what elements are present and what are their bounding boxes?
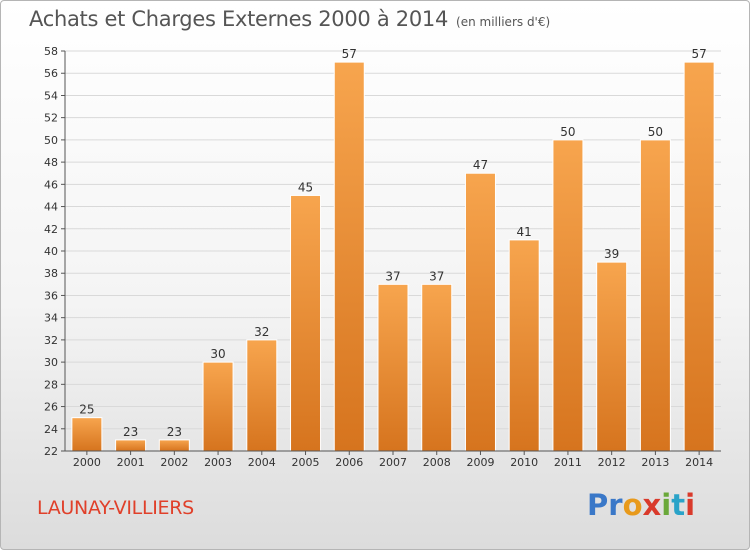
y-tick-label: 48 xyxy=(44,156,58,169)
y-tick-label: 52 xyxy=(44,112,58,125)
x-tick-label: 2013 xyxy=(641,456,669,469)
y-tick-label: 44 xyxy=(44,201,58,214)
y-tick-label: 24 xyxy=(44,423,58,436)
logo-letter: x xyxy=(642,488,662,522)
logo-letter: P xyxy=(587,488,609,522)
bar xyxy=(639,139,671,452)
title-text: Achats et Charges Externes 2000 à 2014 xyxy=(29,7,449,31)
y-tick-label: 28 xyxy=(44,378,58,391)
bar xyxy=(508,239,540,452)
axes: 22 24 26 28 30 32 34 36 38 40 42 44 46 48 50 52 54 56 58 20… xyxy=(44,45,721,469)
bar-value-label: 57 xyxy=(342,47,357,61)
x-tick-label: 2007 xyxy=(379,456,407,469)
y-tick-label: 54 xyxy=(44,89,58,102)
x-tick-label: 2004 xyxy=(248,456,276,469)
bar-value-label: 50 xyxy=(560,125,575,139)
commune-name: LAUNAY-VILLIERS xyxy=(37,497,194,519)
bar-value-label: 23 xyxy=(167,425,182,439)
bar-value-label: 57 xyxy=(691,47,706,61)
x-tick-label: 2014 xyxy=(685,456,713,469)
bar-value-label: 25 xyxy=(79,403,94,417)
y-tick-label: 56 xyxy=(44,67,58,80)
y-tick-label: 36 xyxy=(44,289,58,302)
bar-value-label: 50 xyxy=(648,125,663,139)
bar xyxy=(421,283,453,452)
proxiti-logo: Proxiti xyxy=(587,488,695,522)
x-tick-label: 2000 xyxy=(73,456,101,469)
y-tick-label: 58 xyxy=(44,45,58,58)
bar-value-label: 41 xyxy=(517,225,532,239)
x-tick-label: 2003 xyxy=(204,456,232,469)
x-tick-label: 2008 xyxy=(423,456,451,469)
x-tick-label: 2010 xyxy=(510,456,538,469)
y-tick-label: 38 xyxy=(44,267,58,280)
title-unit: (en milliers d'€) xyxy=(456,15,551,29)
y-tick-label: 46 xyxy=(44,178,58,191)
logo-letter: r xyxy=(608,488,623,522)
bar xyxy=(202,361,234,452)
y-tick-label: 42 xyxy=(44,223,58,236)
logo-letter: t xyxy=(671,488,686,522)
bar xyxy=(596,261,628,452)
x-tick-label: 2009 xyxy=(466,456,494,469)
y-tick-label: 30 xyxy=(44,356,58,369)
bar xyxy=(290,194,322,452)
logo-letter: o xyxy=(622,488,643,522)
bar xyxy=(333,61,365,452)
x-tick-label: 2002 xyxy=(160,456,188,469)
bar-value-label: 32 xyxy=(254,325,269,339)
chart-title: Achats et Charges Externes 2000 à 2014 (e… xyxy=(29,7,550,31)
bar xyxy=(377,283,409,452)
bar-value-label: 47 xyxy=(473,158,488,172)
bar-value-label: 23 xyxy=(123,425,138,439)
bar-value-label: 37 xyxy=(429,269,444,283)
bar xyxy=(71,417,103,452)
y-tick-label: 50 xyxy=(44,134,58,147)
y-tick-label: 32 xyxy=(44,334,58,347)
bar-value-label: 30 xyxy=(210,347,225,361)
x-tick-label: 2001 xyxy=(117,456,145,469)
y-tick-label: 22 xyxy=(44,445,58,458)
bar-value-label: 45 xyxy=(298,180,313,194)
bar-value-label: 39 xyxy=(604,247,619,261)
y-tick-label: 26 xyxy=(44,401,58,414)
logo-letter: i xyxy=(685,488,696,522)
bar xyxy=(115,439,147,452)
x-tick-label: 2005 xyxy=(292,456,320,469)
bar xyxy=(683,61,715,452)
bar xyxy=(552,139,584,452)
bar xyxy=(158,439,190,452)
y-tick-label: 40 xyxy=(44,245,58,258)
bars: 25 23 23 30 32 45 57 37 37 47 41 50 39 50 57 xyxy=(71,47,715,452)
logo-letter: i xyxy=(661,488,672,522)
x-tick-label: 2006 xyxy=(335,456,363,469)
bar xyxy=(246,339,278,452)
x-tick-label: 2011 xyxy=(554,456,582,469)
y-tick-label: 34 xyxy=(44,312,58,325)
x-tick-label: 2012 xyxy=(598,456,626,469)
bar xyxy=(464,172,496,452)
bar-value-label: 37 xyxy=(385,269,400,283)
